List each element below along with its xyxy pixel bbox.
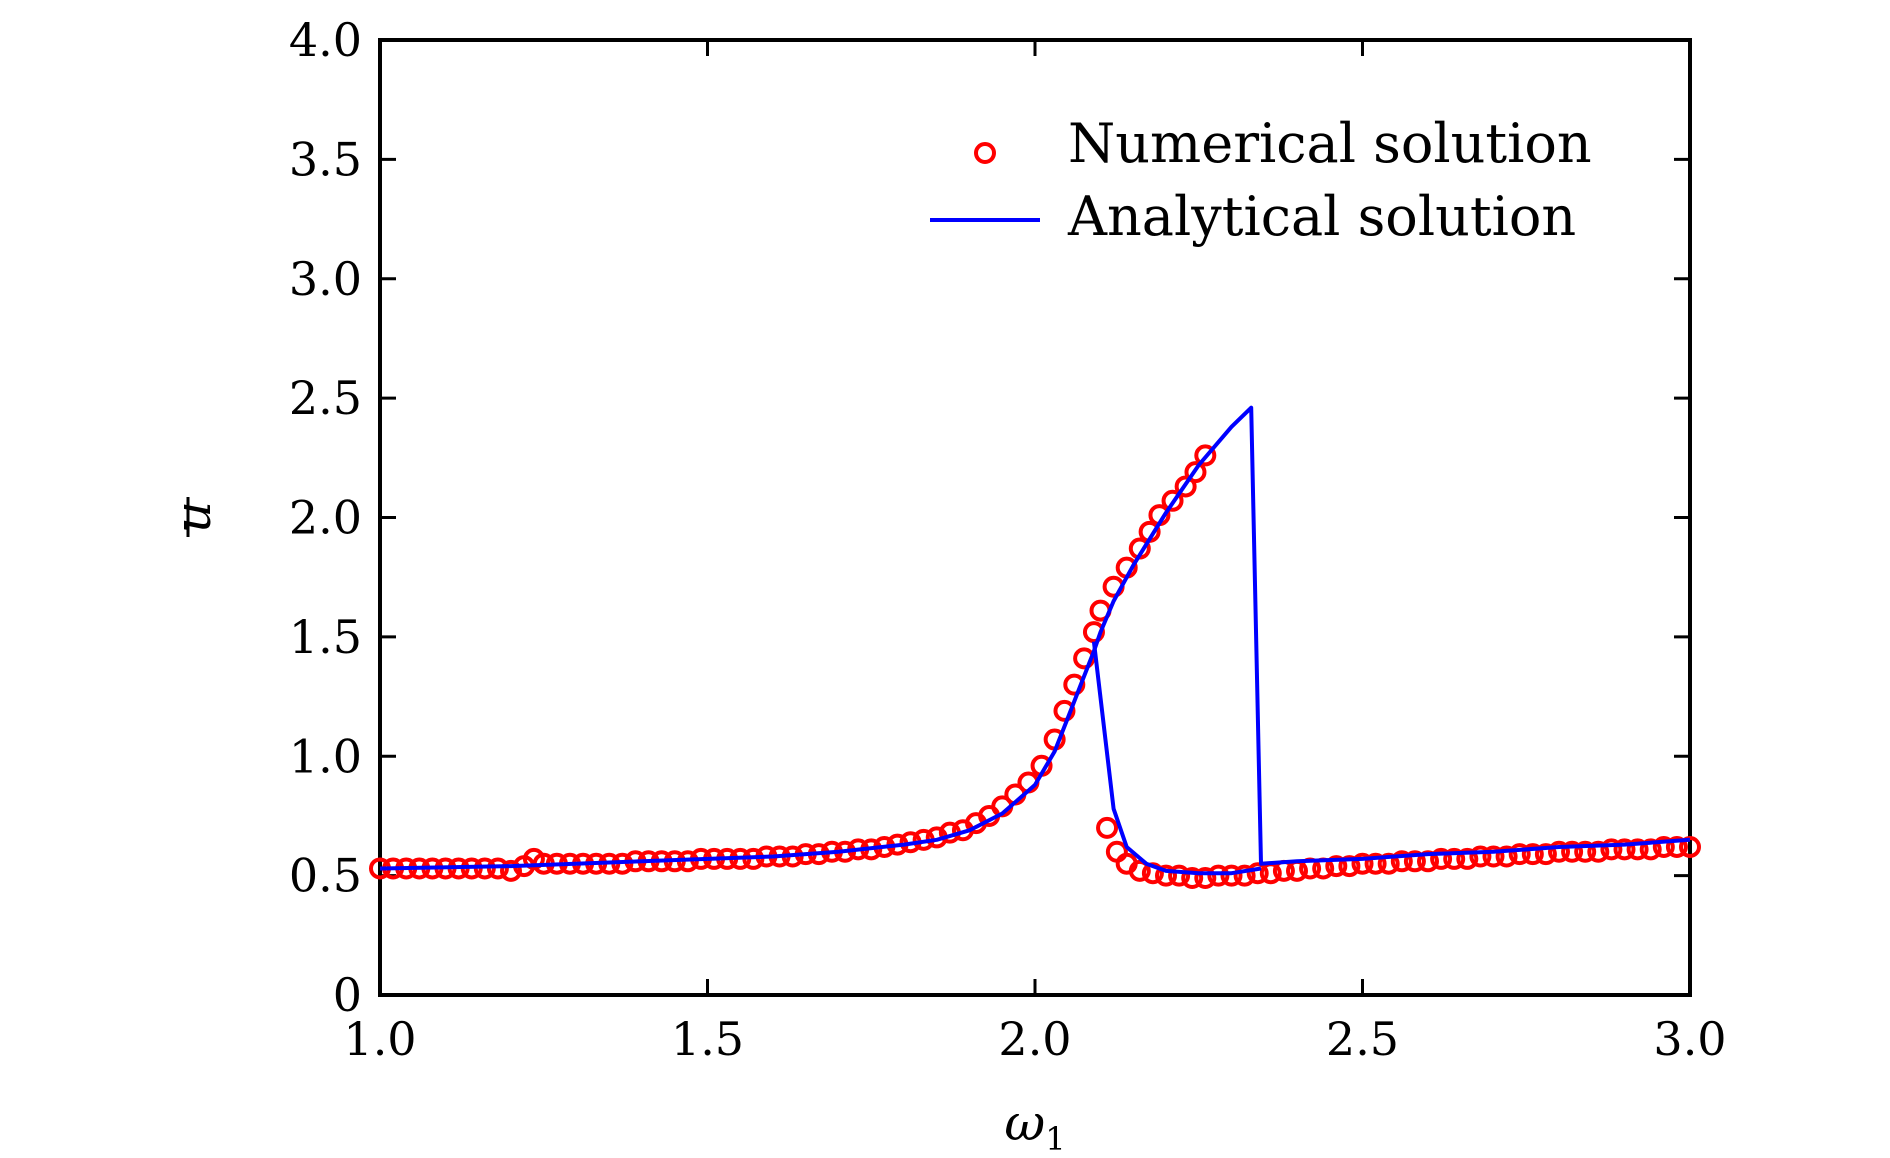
- y-axis-label-group: u: [164, 501, 222, 533]
- numerical-point: [1561, 840, 1584, 863]
- numerical-point: [1063, 673, 1086, 696]
- y-tick-label: 3.5: [289, 132, 362, 186]
- y-tick-label: 3.0: [289, 252, 362, 306]
- numerical-point: [1181, 867, 1204, 890]
- numerical-point: [1495, 845, 1518, 868]
- axis-ticks: 1.0 1.5 2.0 2.5 3.0 0 0.5 1.0 1.5 2.0 2.5 3.0 3.5 4.0: [289, 13, 1727, 1066]
- numerical-point: [1548, 840, 1570, 863]
- numerical-point: [1626, 838, 1649, 861]
- y-tick-label: 2.0: [289, 491, 362, 545]
- numerical-point: [1351, 852, 1374, 875]
- legend: Numerical solution Analytical solution: [930, 112, 1592, 248]
- numerical-point: [1482, 845, 1505, 868]
- y-tick-label: 0: [333, 968, 362, 1022]
- numerical-point: [1652, 835, 1675, 858]
- numerical-point: [1096, 816, 1119, 839]
- numerical-point: [1233, 864, 1256, 887]
- numerical-point: [1521, 843, 1544, 866]
- numerical-point: [1155, 864, 1177, 887]
- numerical-point: [1613, 838, 1636, 861]
- numerical-point: [1390, 850, 1413, 873]
- y-tick-label: 0.5: [289, 849, 362, 903]
- numerical-point: [1456, 847, 1479, 870]
- numerical-point: [1443, 847, 1466, 870]
- y-tick-label: 1.0: [289, 729, 362, 783]
- numerical-point: [500, 859, 522, 882]
- numerical-point: [1325, 855, 1348, 878]
- numerical-point: [1161, 489, 1184, 512]
- numerical-point: [1174, 475, 1197, 498]
- numerical-point: [1508, 843, 1531, 866]
- numerical-point: [1534, 843, 1557, 866]
- numerical-point: [1220, 864, 1243, 887]
- legend-label-analytical: Analytical solution: [1067, 185, 1576, 248]
- numerical-point: [1403, 850, 1426, 873]
- analytical-line-branch: [1091, 641, 1262, 876]
- numerical-point: [1665, 835, 1688, 858]
- numerical-point: [1194, 444, 1217, 467]
- numerical-point: [1639, 838, 1662, 861]
- x-tick-label: 1.5: [671, 1012, 744, 1066]
- y-tick-label: 1.5: [289, 610, 362, 664]
- x-tick-label: 2.5: [1326, 1012, 1399, 1066]
- legend-label-numerical: Numerical solution: [1068, 112, 1592, 175]
- numerical-point: [1430, 847, 1453, 870]
- x-tick-label: 1.0: [343, 1012, 416, 1066]
- numerical-point: [1082, 621, 1105, 644]
- analytical-line: [379, 405, 1691, 871]
- x-axis-label: ω1: [1004, 1094, 1065, 1158]
- y-axis-label: u: [164, 501, 222, 533]
- numerical-point: [1184, 461, 1207, 484]
- numerical-point: [1053, 699, 1076, 722]
- numerical-point: [1679, 835, 1701, 858]
- y-tick-label: 2.5: [289, 371, 362, 425]
- numerical-point: [1574, 840, 1597, 863]
- numerical-point: [1194, 867, 1217, 890]
- numerical-point: [1587, 840, 1610, 863]
- numerical-point: [1377, 852, 1400, 875]
- numerical-point: [1364, 852, 1387, 875]
- numerical-point: [1469, 845, 1492, 868]
- numerical-point: [1338, 855, 1361, 878]
- numerical-point: [1128, 859, 1151, 882]
- numerical-point: [1246, 862, 1269, 885]
- x-tick-label: 3.0: [1653, 1012, 1726, 1066]
- legend-marker-numerical: [974, 142, 996, 164]
- x-tick-label: 2.0: [998, 1012, 1071, 1066]
- numerical-point: [1207, 864, 1230, 887]
- numerical-point: [1168, 864, 1191, 887]
- numerical-point: [1600, 838, 1623, 861]
- y-tick-label: 4.0: [289, 13, 362, 67]
- numerical-point: [1105, 840, 1128, 863]
- plot-area: [369, 405, 1701, 890]
